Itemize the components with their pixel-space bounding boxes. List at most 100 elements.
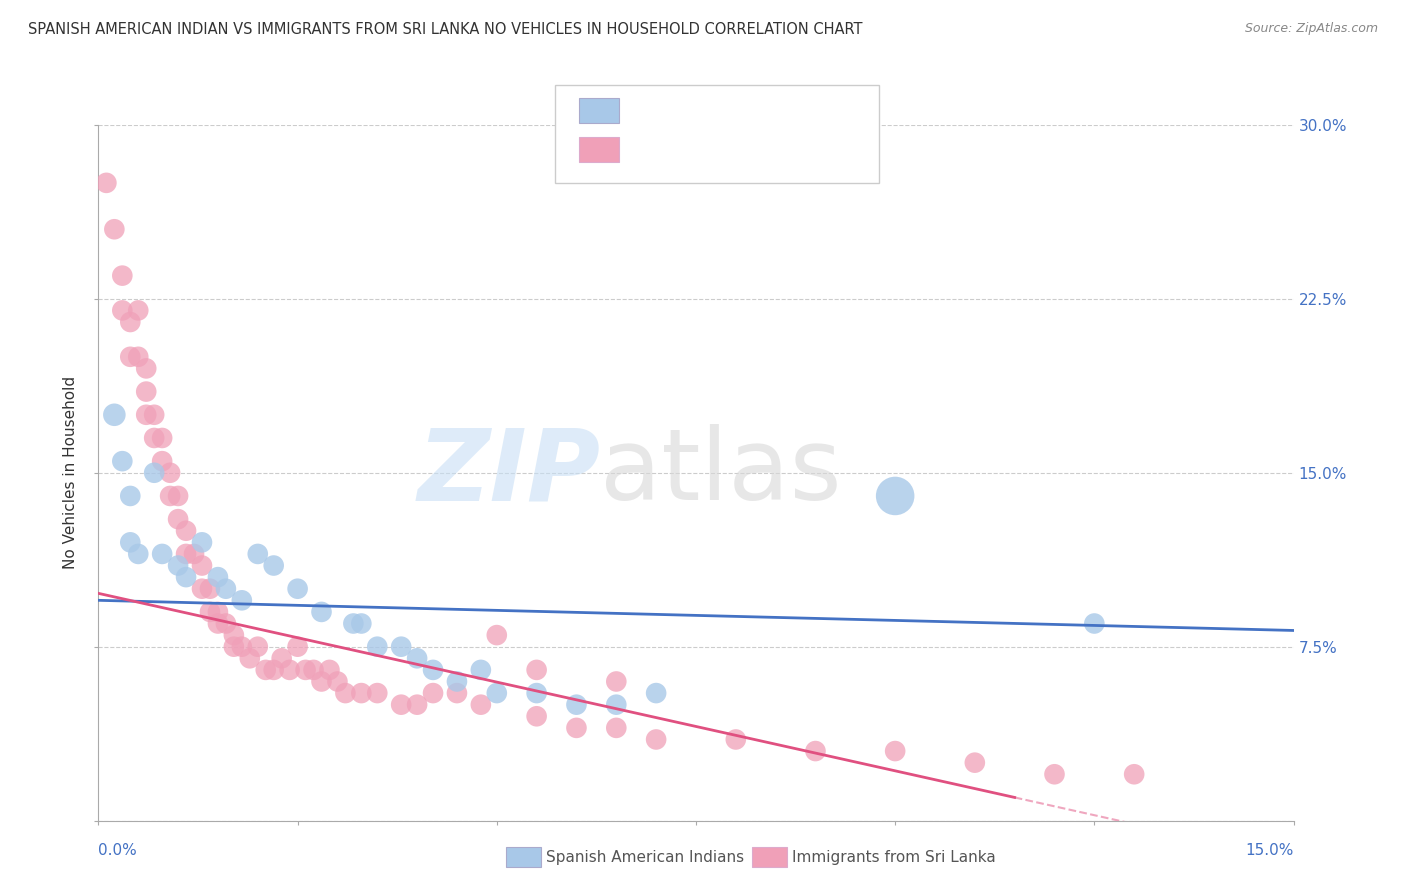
Point bbox=[526, 686, 548, 700]
Point bbox=[127, 303, 149, 318]
Point bbox=[143, 466, 166, 480]
Point bbox=[804, 744, 827, 758]
Point bbox=[246, 640, 269, 654]
Point bbox=[191, 535, 214, 549]
Point bbox=[174, 570, 197, 584]
Point bbox=[263, 558, 285, 573]
Point bbox=[565, 698, 588, 712]
Point bbox=[1083, 616, 1105, 631]
Text: Source: ZipAtlas.com: Source: ZipAtlas.com bbox=[1244, 22, 1378, 36]
Point bbox=[645, 732, 668, 747]
Point bbox=[96, 176, 118, 190]
Point bbox=[111, 303, 134, 318]
Text: ZIP: ZIP bbox=[418, 425, 600, 521]
Point bbox=[222, 628, 245, 642]
Point bbox=[565, 721, 588, 735]
Point bbox=[335, 686, 357, 700]
Point bbox=[526, 663, 548, 677]
Point bbox=[1123, 767, 1146, 781]
Point bbox=[103, 408, 125, 422]
Point bbox=[263, 663, 285, 677]
Point bbox=[167, 489, 190, 503]
Text: Immigrants from Sri Lanka: Immigrants from Sri Lanka bbox=[792, 850, 995, 864]
Point bbox=[446, 674, 468, 689]
Point bbox=[350, 616, 373, 631]
Point bbox=[246, 547, 269, 561]
Point bbox=[366, 686, 388, 700]
Text: R =  -0.182  N = 65: R = -0.182 N = 65 bbox=[630, 142, 780, 156]
Point bbox=[167, 512, 190, 526]
Point bbox=[135, 408, 157, 422]
Point bbox=[645, 686, 668, 700]
Point bbox=[406, 651, 429, 665]
Point bbox=[389, 640, 412, 654]
Point bbox=[406, 698, 429, 712]
Point bbox=[215, 582, 238, 596]
Text: R = -0.036  N = 32: R = -0.036 N = 32 bbox=[630, 94, 775, 108]
Point bbox=[127, 547, 149, 561]
Point bbox=[159, 489, 181, 503]
Point bbox=[526, 709, 548, 723]
Point bbox=[485, 628, 508, 642]
Point bbox=[884, 744, 907, 758]
Text: atlas: atlas bbox=[600, 425, 842, 521]
Point bbox=[366, 640, 388, 654]
Point bbox=[143, 431, 166, 445]
Point bbox=[605, 674, 627, 689]
Point bbox=[127, 350, 149, 364]
Y-axis label: No Vehicles in Household: No Vehicles in Household bbox=[63, 376, 79, 569]
Point bbox=[174, 524, 197, 538]
Point bbox=[120, 535, 142, 549]
Point bbox=[311, 605, 333, 619]
Point bbox=[120, 489, 142, 503]
Point bbox=[724, 732, 747, 747]
Point bbox=[191, 558, 214, 573]
Point bbox=[215, 616, 238, 631]
Point bbox=[239, 651, 262, 665]
Point bbox=[198, 582, 221, 596]
Point bbox=[389, 698, 412, 712]
Point bbox=[1043, 767, 1066, 781]
Point bbox=[150, 454, 173, 468]
Point bbox=[287, 640, 309, 654]
Point bbox=[103, 222, 125, 236]
Point bbox=[198, 605, 221, 619]
Point bbox=[143, 408, 166, 422]
Point bbox=[167, 558, 190, 573]
Text: SPANISH AMERICAN INDIAN VS IMMIGRANTS FROM SRI LANKA NO VEHICLES IN HOUSEHOLD CO: SPANISH AMERICAN INDIAN VS IMMIGRANTS FR… bbox=[28, 22, 863, 37]
Point bbox=[111, 454, 134, 468]
Point bbox=[326, 674, 349, 689]
Point bbox=[120, 315, 142, 329]
Point bbox=[174, 547, 197, 561]
Point bbox=[422, 686, 444, 700]
Point bbox=[135, 384, 157, 399]
Point bbox=[150, 431, 173, 445]
Point bbox=[207, 605, 229, 619]
Text: 15.0%: 15.0% bbox=[1246, 843, 1294, 858]
Point bbox=[207, 570, 229, 584]
Point bbox=[302, 663, 325, 677]
Text: Spanish American Indians: Spanish American Indians bbox=[546, 850, 744, 864]
Point bbox=[150, 547, 173, 561]
Point bbox=[470, 663, 492, 677]
Point bbox=[884, 489, 907, 503]
Point bbox=[350, 686, 373, 700]
Point bbox=[311, 674, 333, 689]
Point bbox=[278, 663, 301, 677]
Point bbox=[605, 721, 627, 735]
Point bbox=[318, 663, 340, 677]
Point bbox=[207, 616, 229, 631]
Point bbox=[222, 640, 245, 654]
Point bbox=[183, 547, 205, 561]
Point bbox=[120, 350, 142, 364]
Point bbox=[231, 640, 253, 654]
Point bbox=[963, 756, 986, 770]
Point bbox=[191, 582, 214, 596]
Text: 0.0%: 0.0% bbox=[98, 843, 138, 858]
Point bbox=[294, 663, 316, 677]
Point bbox=[111, 268, 134, 283]
Point bbox=[287, 582, 309, 596]
Point bbox=[342, 616, 364, 631]
Point bbox=[446, 686, 468, 700]
Point bbox=[270, 651, 292, 665]
